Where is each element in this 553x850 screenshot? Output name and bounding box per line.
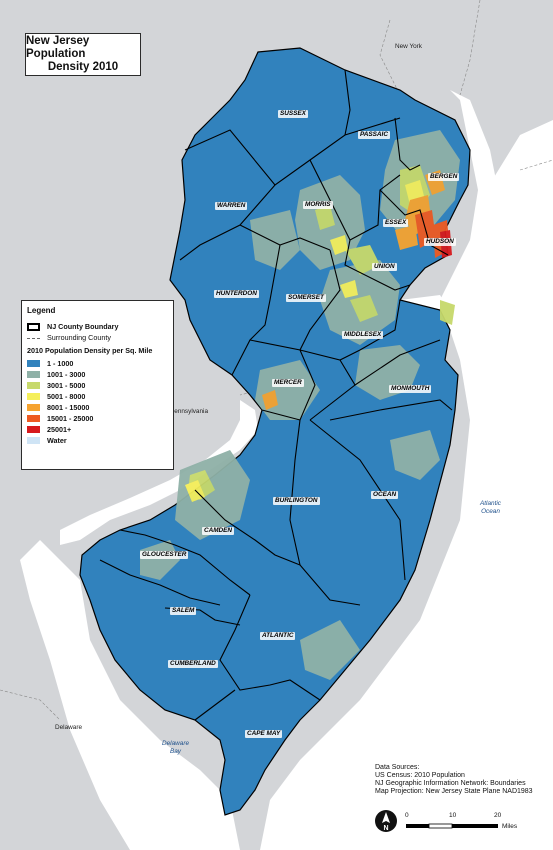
county-label-passaic: PASSAIC [358,131,390,139]
county-boundaries [99,69,453,721]
county-label-essex: ESSEX [383,219,409,227]
county-label-gloucester: GLOUCESTER [140,551,189,559]
legend-class-label: 15001 - 25000 [47,414,94,423]
legend-class-label: 1001 - 3000 [47,370,86,379]
water-label-bay: Bay [169,748,181,755]
region-label-new-york: New York [395,43,422,50]
sources-line-4: Map Projection: New Jersey State Plane N… [375,788,533,795]
county-label-salem: SALEM [170,607,197,615]
county-label-bergen: BERGEN [428,173,460,181]
county-label-monmouth: MONMOUTH [389,385,432,393]
legend-swatch [27,415,40,422]
legend-water-label: Water [47,436,67,445]
map-title-line-1: New Jersey Population [26,35,90,60]
new-jersey-landmass [79,47,471,816]
boundary-swatch [27,322,40,331]
surrounding-swatch [27,337,40,339]
data-sources: Data Sources: US Census: 2010 Population… [375,764,533,796]
legend-class-row: 1001 - 3000 [27,369,168,380]
legend-class-row: 8001 - 15000 [27,402,168,413]
legend-density-heading: 2010 Population Density per Sq. Mile [27,346,153,355]
legend-surrounding-label: Surrounding County [47,333,111,342]
scale-tick-10: 10 [449,812,457,819]
north-arrow-letter: N [383,825,388,832]
county-label-morris: MORRIS [303,201,333,209]
legend-boundary-label: NJ County Boundary [47,322,119,331]
atlantic-ocean [260,120,553,850]
delaware-bay [20,540,240,850]
water-swatch [27,437,40,444]
county-label-hudson: HUDSON [424,238,456,246]
legend-class-row: 5001 - 8000 [27,391,168,402]
legend: Legend NJ County Boundary Surrounding Co… [21,300,174,470]
scale-unit: Miles [502,823,518,830]
hudson-river [440,90,500,300]
legend-class-row: 15001 - 25000 [27,413,168,424]
sources-line-2: US Census: 2010 Population [375,772,465,779]
legend-class-row: 3001 - 5000 [27,380,168,391]
legend-class-row: 25001+ [27,424,168,435]
legend-swatch [27,404,40,411]
legend-swatch [27,360,40,367]
sources-line-3: NJ Geographic Information Network: Bound… [375,780,526,787]
water-label-atlantic: Atlantic [480,500,501,507]
county-label-mercer: MERCER [272,379,304,387]
region-label-delaware: Delaware [55,724,82,731]
delaware-river [60,400,258,545]
map-title: New Jersey Population Density 2010 [25,33,141,76]
county-label-warren: WARREN [215,202,248,210]
legend-class-label: 5001 - 8000 [47,392,86,401]
legend-class-label: 8001 - 15000 [47,403,90,412]
scale-tick-0: 0 [405,812,409,819]
legend-row-water: Water [27,435,168,446]
legend-class-label: 3001 - 5000 [47,381,86,390]
legend-row-boundary: NJ County Boundary [27,321,168,332]
county-label-union: UNION [372,263,397,271]
legend-class-row: 1 - 1000 [27,358,168,369]
county-label-somerset: SOMERSET [286,294,326,302]
region-label-pennsylvania: Pennsylvania [170,408,209,415]
county-label-atlantic: ATLANTIC [260,632,296,640]
county-label-cumberland: CUMBERLAND [168,660,218,668]
legend-swatch [27,382,40,389]
county-label-ocean: OCEAN [371,491,399,499]
map-title-line-2: Density 2010 [47,61,119,73]
county-label-sussex: SUSSEX [278,110,308,118]
legend-row-surrounding: Surrounding County [27,332,168,343]
county-label-cape-may: CAPE MAY [245,730,283,738]
water-label-ocean: Ocean [481,508,500,515]
legend-title: Legend [27,306,56,315]
legend-swatch [27,426,40,433]
county-label-burlington: BURLINGTON [273,497,320,505]
water-label-atlantic-ocean: Atlantic Ocean [480,500,501,516]
legend-class-label: 25001+ [47,425,72,434]
water-label-delaware-bay: Delaware Bay [162,740,189,756]
sources-line-1: Data Sources: [375,764,420,771]
legend-class-label: 1 - 1000 [47,359,74,368]
scale-tick-20: 20 [494,812,502,819]
water-label-delaware: Delaware [162,740,189,747]
scale-bar-graphic [406,823,498,829]
north-arrow-icon: N [375,810,397,832]
surrounding-county-border [0,0,553,721]
legend-swatch [27,393,40,400]
county-label-middlesex: MIDDLESEX [342,331,384,339]
county-label-camden: CAMDEN [202,527,235,535]
legend-swatch [27,371,40,378]
county-label-hunterdon: HUNTERDON [214,290,259,298]
